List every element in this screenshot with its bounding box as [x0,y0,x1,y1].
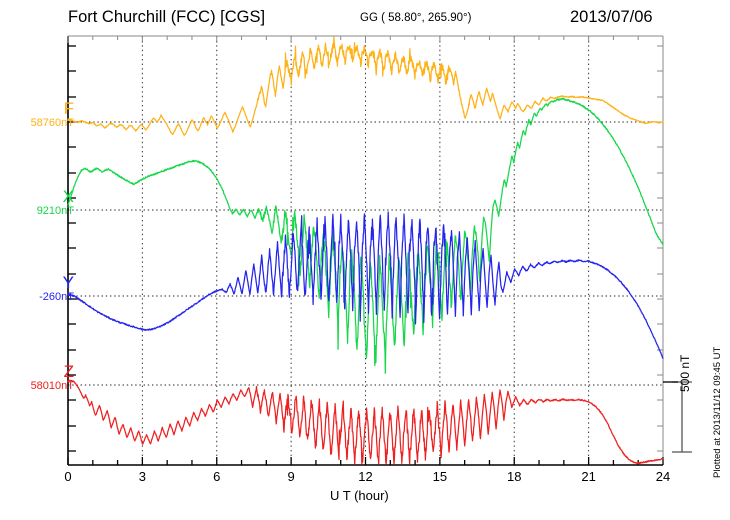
component-letter-Y: Y [62,273,74,292]
trace-Y [67,211,664,359]
baseline-group [68,121,663,386]
x-tick-label: 0 [64,469,72,484]
x-tick-label: 15 [432,469,448,484]
component-letter-F: F [63,99,74,118]
x-tick-label: 21 [581,469,596,484]
x-axis-title: U T (hour) [330,488,389,503]
component-label-Z: Z 58010nT [8,363,74,392]
trace-X [67,97,664,374]
observation-date: 2013/07/06 [570,8,653,26]
coordinate-system-label: GG ( 58.80°, 265.90°) [360,12,472,24]
x-tick-label: 6 [213,469,221,484]
component-letter-X: X [62,187,74,206]
component-label-F: F 58760nT [8,100,74,129]
x-tick-label: 24 [655,469,671,484]
x-tick-label: 18 [507,469,522,484]
component-label-X: X 9210nT [8,188,74,217]
scale-bar-label: 500 nT [678,354,692,392]
plotted-at-timestamp: Plotted at 2013/11/12 09:45 UT [712,346,723,478]
trace-F [67,36,664,136]
component-label-Y: Y -260nT [8,274,74,303]
trace-Z [67,379,664,465]
component-baseline-X: 9210nT [36,204,74,217]
tick-marks-group [67,36,664,465]
data-traces-group [67,36,664,465]
page-title: Fort Churchill (FCC) [CGS] [68,8,266,26]
scale-bar-group [663,381,692,453]
component-letter-Z: Z [63,362,74,381]
component-baseline-Z: 58010nT [30,379,74,392]
x-tick-label: 12 [358,469,373,484]
component-baseline-Y: -260nT [39,290,74,303]
x-tick-label: 3 [138,469,146,484]
x-tick-label: 9 [287,469,295,484]
component-baseline-F: 58760nT [30,116,74,129]
